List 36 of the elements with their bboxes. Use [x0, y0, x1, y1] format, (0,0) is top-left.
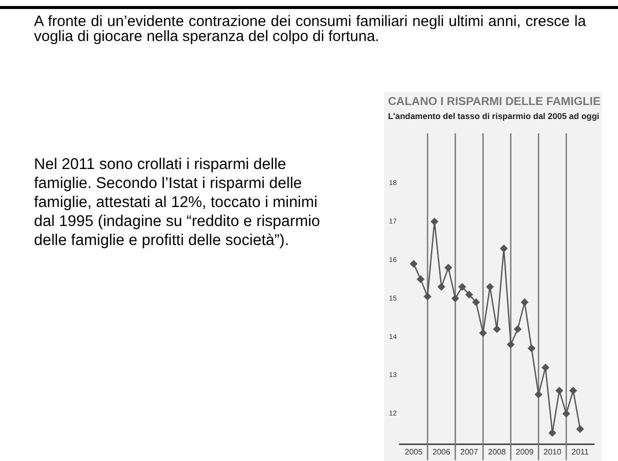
x-tick-label: 2011: [572, 447, 590, 456]
point: [507, 340, 514, 348]
text: A fronte di un’evidente contrazione dei consumi familiari negli ultimi anni, cresce la voglia di giocare nella speranza del colpo di fortuna.: [34, 13, 586, 45]
point: [466, 290, 473, 298]
point: [556, 386, 563, 394]
point: [514, 325, 522, 333]
point: [548, 429, 556, 437]
x-tick-label: 2010: [543, 447, 562, 456]
point: [562, 410, 570, 418]
point: [542, 364, 550, 372]
point: [520, 298, 528, 306]
x-tick-label: 2008: [488, 447, 506, 456]
point: [528, 344, 536, 352]
x-tick-label: 2007: [460, 447, 479, 456]
point: [410, 260, 418, 268]
point: [486, 283, 494, 291]
point: [570, 386, 577, 394]
point: [493, 325, 501, 333]
point: [424, 292, 432, 300]
point: [444, 264, 452, 272]
chart-title: CALANO I RISPARMI DELLE FAMIGLIE: [388, 96, 602, 108]
text: Nel 2011 sono crollati i risparmi delle famiglie. Secondo l’Istat i risparmi delle famiglie, attestati al 12%, toccato i minimi dal 1995 (indagine su “reddito e risparmio delle famiglie e profitti delle società”).: [34, 155, 322, 250]
x-tick-label: 2006: [432, 447, 451, 456]
point: [430, 218, 438, 226]
x-tick-label: 2005: [404, 447, 424, 456]
chart-subtitle: L'andamento del tasso di risparmio dal 2005 ad oggi: [388, 111, 600, 121]
point: [479, 329, 487, 337]
point: [500, 244, 508, 252]
point: [438, 283, 446, 291]
point: [416, 276, 424, 283]
point: [458, 283, 466, 291]
point: [472, 298, 480, 306]
point: [534, 390, 542, 398]
point: [452, 294, 459, 302]
x-tick-label: 2009: [516, 447, 534, 456]
point: [576, 425, 584, 433]
